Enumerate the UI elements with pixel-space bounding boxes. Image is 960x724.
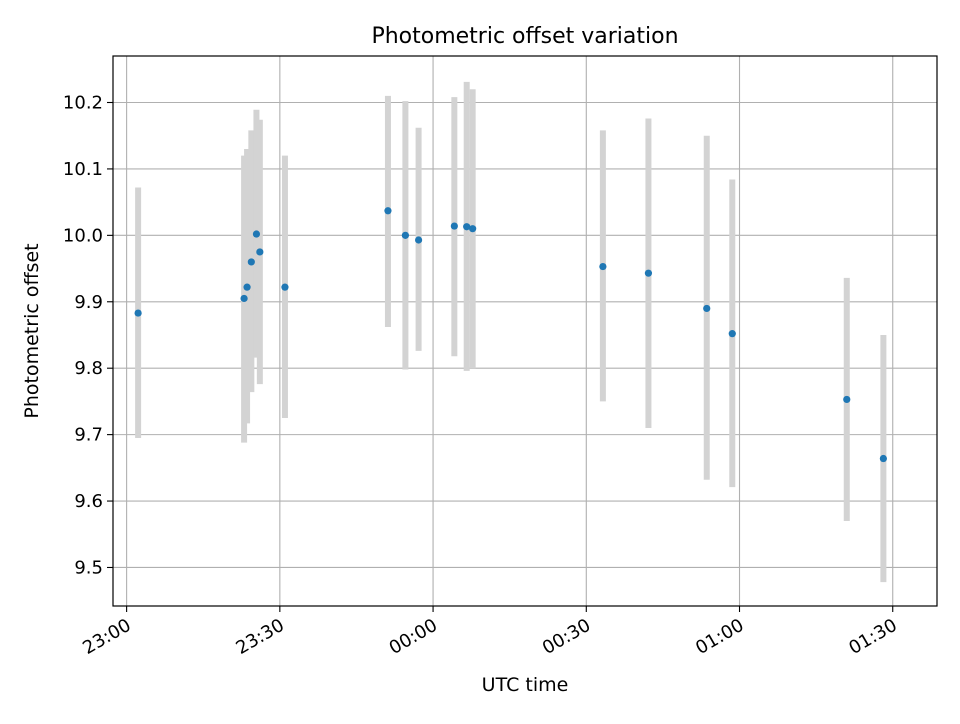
data-point [450, 222, 458, 230]
data-point [256, 248, 264, 256]
data-point [401, 231, 410, 239]
y-tick-label: 9.9 [74, 292, 103, 313]
y-tick-label: 9.7 [74, 425, 103, 446]
chart-title: Photometric offset variation [371, 24, 678, 49]
y-tick-label: 9.6 [74, 491, 103, 512]
data-point [469, 225, 477, 233]
data-point [703, 304, 711, 313]
data-point [240, 294, 248, 303]
data-point [843, 395, 851, 404]
data-point [879, 454, 887, 463]
data-point [384, 207, 392, 215]
data-point [247, 258, 255, 266]
data-point [252, 230, 261, 238]
plot-frame [112, 55, 938, 607]
data-point [243, 283, 251, 291]
y-tick-label: 9.5 [74, 557, 103, 578]
y-axis-label: Photometric offset [21, 243, 43, 418]
x-axis-label: UTC time [482, 674, 569, 696]
data-point [281, 283, 289, 291]
data-point [728, 330, 736, 338]
y-tick-label: 10.1 [63, 159, 103, 180]
y-tick-label: 10.2 [63, 92, 103, 113]
data-point [134, 309, 142, 317]
point-layer [134, 207, 887, 463]
data-point [644, 269, 653, 277]
y-tick-label: 10.0 [63, 225, 103, 246]
data-point [463, 223, 471, 231]
y-tick-label: 9.8 [74, 358, 103, 379]
data-point [414, 236, 423, 244]
data-point [599, 262, 607, 271]
